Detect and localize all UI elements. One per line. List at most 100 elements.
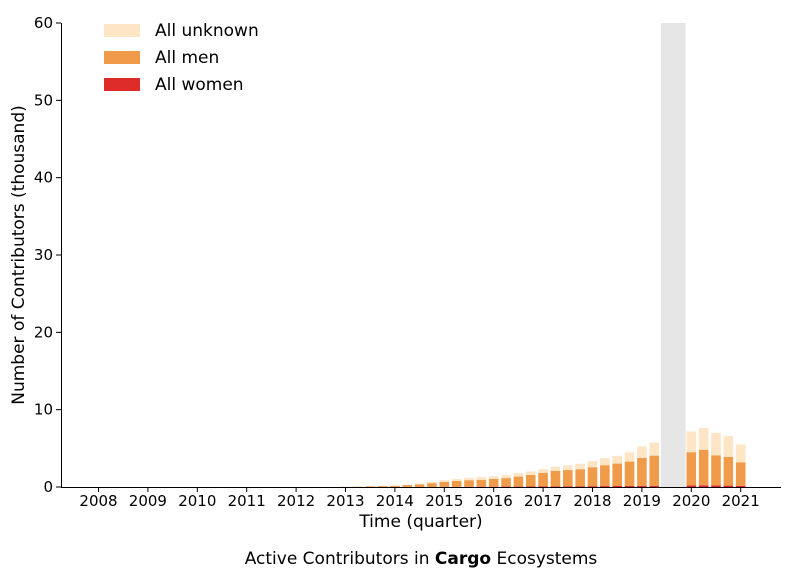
bar-all-men xyxy=(464,480,474,487)
bar-all-women xyxy=(649,485,660,487)
bar-all-men xyxy=(649,455,660,486)
bar-all-unknown xyxy=(723,436,734,457)
bar-all-women xyxy=(711,485,721,487)
bar-all-unknown xyxy=(488,476,499,479)
bar-all-men xyxy=(402,485,413,487)
legend-label: All unknown xyxy=(155,21,259,41)
bar-all-unknown xyxy=(686,431,697,453)
legend-swatch xyxy=(104,78,140,91)
x-tick-label: 2014 xyxy=(376,492,414,510)
bar-all-men xyxy=(550,470,561,487)
bar-all-unknown xyxy=(464,477,474,481)
bar-all-unknown xyxy=(624,452,635,462)
y-tick-label: 50 xyxy=(34,91,53,109)
bar-all-men xyxy=(538,472,548,487)
legend: All unknown All men All women xyxy=(104,21,259,95)
bar-all-men xyxy=(735,462,746,486)
bar-all-unknown xyxy=(649,442,660,456)
bar-all-unknown xyxy=(427,481,437,484)
bar-all-unknown xyxy=(711,432,721,456)
bar-all-men xyxy=(377,486,388,487)
bar-all-unknown xyxy=(501,475,511,479)
y-ticks: 0 10 20 30 40 50 60 xyxy=(34,14,61,496)
bar-all-men xyxy=(563,470,573,487)
bar-all-unknown xyxy=(550,466,561,471)
bar-all-men xyxy=(525,474,536,487)
bar-all-men xyxy=(365,486,375,487)
bar-all-men xyxy=(624,461,635,486)
y-tick-label: 20 xyxy=(34,323,53,341)
bar-all-men xyxy=(451,480,462,487)
bar-all-unknown xyxy=(575,463,585,470)
x-tick-label: 2020 xyxy=(672,492,710,510)
x-tick-label: 2011 xyxy=(228,492,266,510)
bar-all-men xyxy=(427,483,437,487)
bar-all-unknown xyxy=(414,483,425,485)
bar-all-men xyxy=(414,484,425,487)
bar-all-unknown xyxy=(698,428,709,450)
x-tick-label: 2017 xyxy=(524,492,562,510)
bar-all-men xyxy=(488,478,499,487)
bar-all-women xyxy=(624,485,635,487)
x-tick-label: 2009 xyxy=(129,492,167,510)
chart-caption: Active Contributors in Cargo Ecosystems xyxy=(245,549,598,569)
x-tick-label: 2013 xyxy=(326,492,364,510)
bar-all-women xyxy=(538,486,548,487)
x-axis-label: Time (quarter) xyxy=(358,512,482,532)
legend-swatch xyxy=(104,24,140,37)
bar-all-unknown xyxy=(637,446,647,458)
bar-all-men xyxy=(723,456,734,486)
axes xyxy=(61,23,781,488)
bar-all-unknown xyxy=(513,473,524,477)
bar-all-men xyxy=(439,481,450,487)
bar-all-unknown xyxy=(612,455,622,464)
bar-all-women xyxy=(735,485,746,487)
bar-all-unknown xyxy=(563,465,573,471)
bar-all-men xyxy=(637,458,647,486)
gap-band-layer xyxy=(660,23,686,487)
bar-all-women xyxy=(587,486,598,487)
bar-all-men xyxy=(686,452,697,486)
bar-all-women xyxy=(723,485,734,487)
legend-label: All men xyxy=(155,48,219,68)
x-tick-label: 2008 xyxy=(79,492,117,510)
bar-all-women xyxy=(612,485,622,487)
bars-layer xyxy=(340,428,746,488)
y-tick-label: 0 xyxy=(43,478,53,496)
bar-all-women xyxy=(600,486,610,487)
bar-all-women xyxy=(563,486,573,487)
y-tick-label: 30 xyxy=(34,246,53,264)
x-tick-label: 2016 xyxy=(475,492,513,510)
x-tick-label: 2021 xyxy=(722,492,760,510)
bar-all-men xyxy=(698,449,709,486)
x-tick-label: 2012 xyxy=(277,492,315,510)
bar-all-unknown xyxy=(735,444,746,463)
bar-all-men xyxy=(476,479,487,487)
caption-suffix: Ecosystems xyxy=(491,549,597,569)
legend-swatch xyxy=(104,51,140,64)
x-tick-label: 2019 xyxy=(623,492,661,510)
bar-all-men xyxy=(513,476,524,487)
bar-all-men xyxy=(711,455,721,486)
bar-all-men xyxy=(575,469,585,487)
legend-label: All women xyxy=(155,75,244,95)
bar-all-women xyxy=(637,485,647,487)
y-tick-label: 60 xyxy=(34,14,53,32)
bar-all-unknown xyxy=(439,480,450,482)
caption-prefix: Active Contributors in xyxy=(245,549,435,569)
caption-bold: Cargo xyxy=(435,549,491,569)
bar-all-men xyxy=(612,463,622,486)
y-tick-label: 40 xyxy=(34,169,53,187)
bar-all-men xyxy=(600,465,610,487)
bar-all-women xyxy=(698,485,709,487)
x-tick-label: 2018 xyxy=(573,492,611,510)
bar-all-unknown xyxy=(587,461,598,468)
bar-all-unknown xyxy=(451,479,462,481)
bar-all-men xyxy=(501,478,511,487)
bar-all-women xyxy=(550,486,561,487)
bar-all-men xyxy=(587,467,598,487)
x-tick-label: 2015 xyxy=(425,492,463,510)
x-ticks: 2008 2009 2010 2011 2012 2013 2014 2015 2016 2017… xyxy=(79,487,760,510)
bar-all-unknown xyxy=(476,477,487,480)
bar-all-women xyxy=(575,486,585,487)
